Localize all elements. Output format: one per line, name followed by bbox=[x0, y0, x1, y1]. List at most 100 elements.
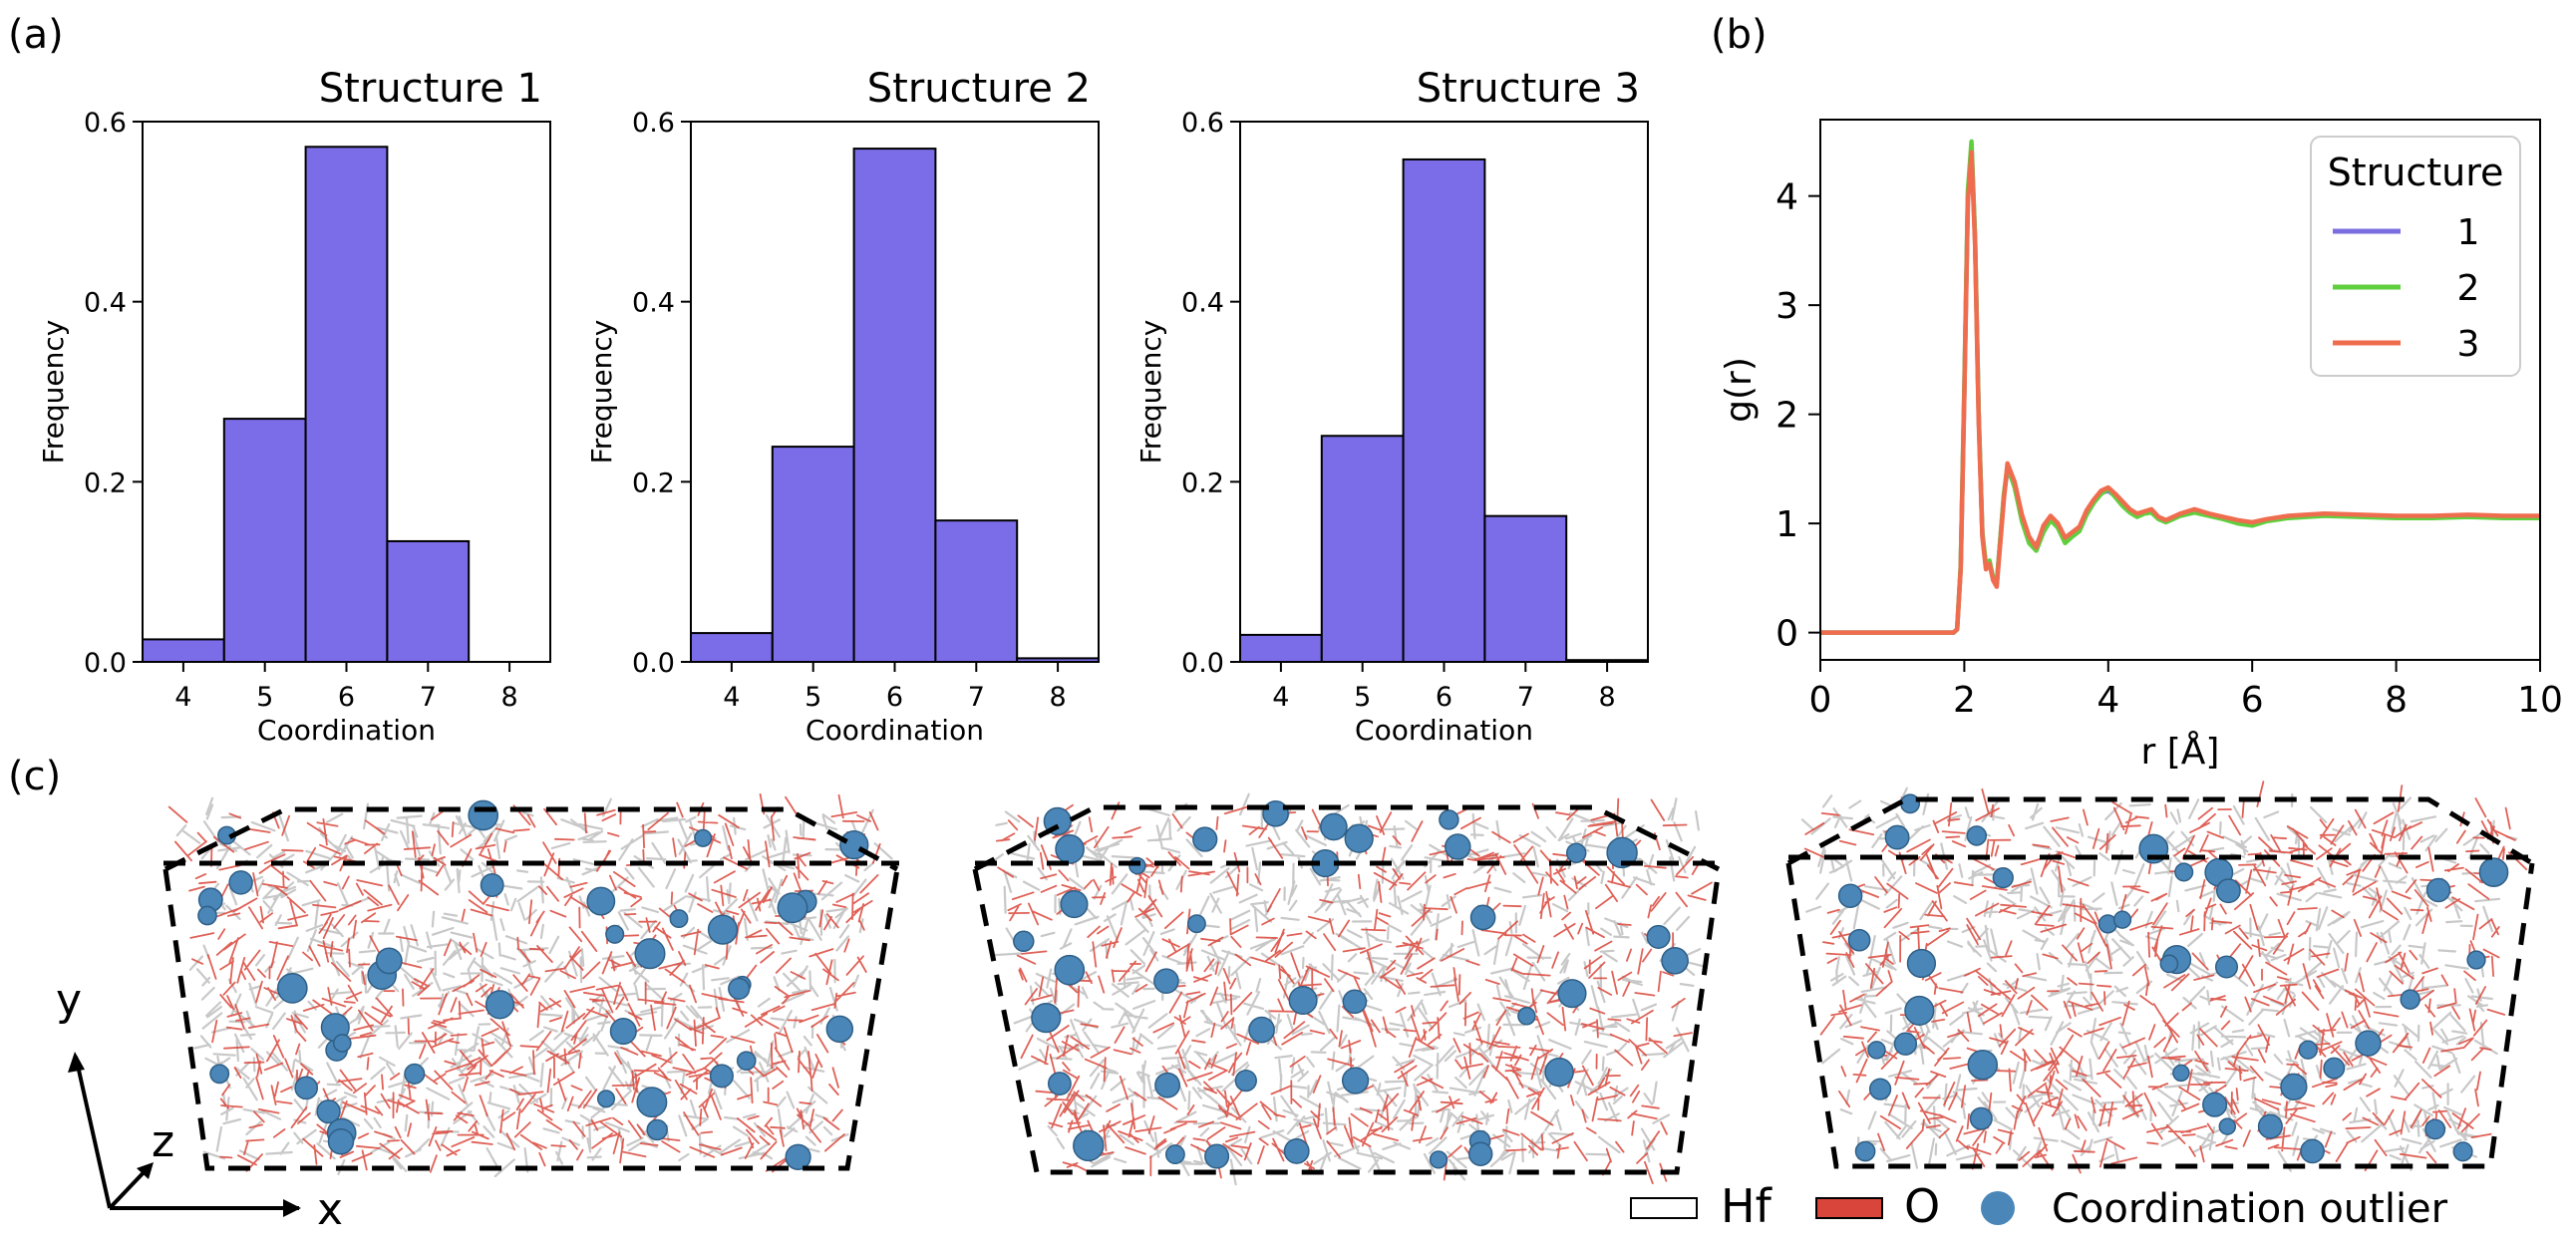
x-axis-label: x bbox=[317, 1184, 343, 1235]
y-tick-label: 0.4 bbox=[84, 288, 127, 319]
structure-view-2 bbox=[972, 792, 1722, 1186]
o-legend-label: O bbox=[1904, 1179, 1940, 1233]
outlier-atom bbox=[694, 828, 713, 847]
outlier-atom bbox=[1341, 1067, 1370, 1094]
outlier-atom bbox=[228, 870, 253, 895]
outlier-atom bbox=[1966, 825, 1988, 846]
outlier-atom bbox=[1868, 1078, 1892, 1100]
outlier-atom bbox=[1467, 1141, 1493, 1166]
outlier-atom bbox=[294, 1076, 319, 1100]
panel-label-b: (b) bbox=[1711, 12, 1768, 58]
histogram-bar bbox=[142, 638, 225, 664]
x-tick-label: 5 bbox=[805, 682, 821, 713]
outlier-atom bbox=[1867, 1041, 1886, 1060]
outlier-atom bbox=[839, 829, 869, 860]
box-front-edge bbox=[162, 868, 900, 1171]
x-tick-label: 6 bbox=[2241, 680, 2264, 721]
outlier-atom bbox=[2218, 1117, 2237, 1135]
x-axis-title: r [Å] bbox=[2141, 730, 2220, 773]
outlier-atom bbox=[1320, 812, 1348, 841]
outlier-atom bbox=[2300, 1138, 2325, 1164]
x-tick-label: 5 bbox=[256, 682, 273, 713]
x-tick-label: 5 bbox=[1354, 682, 1371, 713]
outlier-atom bbox=[1992, 866, 2014, 889]
o-bonds bbox=[167, 793, 881, 1173]
x-tick-label: 4 bbox=[723, 682, 740, 713]
x-tick-label: 2 bbox=[1953, 680, 1976, 721]
x-tick-label: 4 bbox=[1272, 682, 1289, 713]
x-axis-title: Coordination bbox=[1355, 714, 1533, 747]
histogram-bar bbox=[222, 418, 307, 663]
legend-label-1: 1 bbox=[2457, 212, 2480, 253]
y-tick-label: 0.0 bbox=[632, 648, 675, 679]
outlier-atom bbox=[1031, 1002, 1062, 1034]
chart-title: Structure 3 bbox=[1417, 66, 1640, 112]
legend-box bbox=[2310, 136, 2521, 377]
outlier-atom bbox=[1969, 1106, 1993, 1130]
outlier-atom bbox=[1234, 1069, 1257, 1092]
legend-label-2: 2 bbox=[2457, 268, 2480, 309]
outlier-atom bbox=[1893, 1032, 1918, 1056]
outlier-atom bbox=[596, 1090, 616, 1108]
chart-title: Structure 1 bbox=[319, 66, 542, 112]
outlier-atom bbox=[276, 973, 308, 1004]
outlier-atom bbox=[1262, 799, 1289, 827]
outlier-atom bbox=[707, 914, 739, 945]
outlier-atom bbox=[646, 1118, 668, 1141]
outlier-atom bbox=[2298, 1040, 2318, 1060]
x-tick-label: 6 bbox=[338, 682, 355, 713]
x-axis-title: Coordination bbox=[805, 714, 984, 747]
outlier-atom bbox=[1013, 930, 1035, 953]
x-tick-label: 6 bbox=[1436, 682, 1452, 713]
x-tick-label: 8 bbox=[1599, 682, 1616, 713]
hf-legend-label: Hf bbox=[1721, 1179, 1773, 1233]
outlier-atom bbox=[785, 1143, 811, 1170]
outlier-atom bbox=[634, 938, 666, 970]
outlier-atom bbox=[2159, 954, 2179, 974]
outlier-atom bbox=[1054, 954, 1086, 986]
y-tick-label: 0.4 bbox=[1181, 288, 1224, 319]
outlier-atom bbox=[1164, 1144, 1185, 1165]
outlier-atom bbox=[375, 947, 403, 975]
outlier-atom bbox=[605, 924, 625, 944]
outlier-atom bbox=[2466, 950, 2486, 970]
outlier-atom bbox=[825, 1015, 854, 1044]
outlier-atom bbox=[1342, 989, 1368, 1015]
y-axis-title: g(r) bbox=[1719, 357, 1760, 423]
histogram-bar bbox=[304, 146, 389, 663]
outlier-atom bbox=[1884, 824, 1910, 850]
histogram-bar bbox=[852, 148, 937, 664]
y-tick-label: 1 bbox=[1775, 504, 1798, 545]
y-tick-label: 0.4 bbox=[632, 288, 675, 319]
axis-triad: x y z bbox=[56, 975, 343, 1235]
outlier-atom bbox=[1047, 1072, 1072, 1096]
outlier-atom bbox=[2280, 1073, 2308, 1100]
y-tick-label: 4 bbox=[1775, 177, 1798, 218]
outlier-atom bbox=[1154, 1072, 1181, 1098]
outlier-atom bbox=[1445, 833, 1471, 860]
histogram-bar bbox=[690, 632, 774, 663]
outlier-atom bbox=[2172, 1064, 2190, 1083]
legend-label-3: 3 bbox=[2457, 324, 2480, 365]
outlier-atom bbox=[586, 886, 616, 916]
structure-view-3 bbox=[1785, 780, 2535, 1174]
panel-label-c: (c) bbox=[8, 754, 61, 799]
x-tick-label: 8 bbox=[501, 682, 518, 713]
outlier-atom bbox=[2478, 857, 2509, 887]
rdf-plot: 0 2 4 6 8 10 0 1 2 3 4 r [Å] g(r) Structure 1 2 3 bbox=[1719, 119, 2563, 773]
outlier-atom bbox=[2400, 989, 2420, 1010]
outlier-atom bbox=[2355, 1030, 2382, 1057]
series-line-3 bbox=[1820, 150, 2540, 635]
outlier-atom bbox=[728, 977, 751, 1001]
outlier-atom bbox=[316, 1098, 341, 1124]
outlier-atom bbox=[636, 1087, 668, 1118]
outlier-atom bbox=[1055, 834, 1085, 864]
x-tick-label: 7 bbox=[968, 682, 985, 713]
x-axis-arrowhead bbox=[283, 1199, 301, 1217]
outlier-atom bbox=[1153, 968, 1179, 995]
y-axis-label: y bbox=[56, 975, 82, 1026]
outlier-atom bbox=[1544, 1057, 1574, 1088]
outlier-atom bbox=[1847, 928, 1871, 952]
y-tick-label: 0.2 bbox=[1181, 468, 1224, 498]
outlier-legend-label: Coordination outlier bbox=[2052, 1186, 2448, 1232]
